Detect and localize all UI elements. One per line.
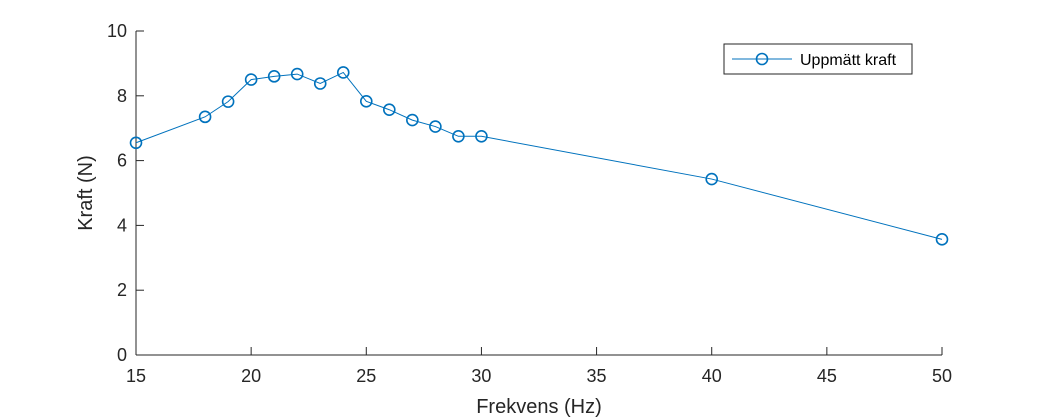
data-point — [475, 130, 488, 143]
data-point — [221, 95, 235, 108]
series-line — [135, 71, 943, 240]
x-tick-label: 40 — [702, 366, 722, 386]
y-tick-label: 8 — [117, 86, 127, 106]
data-point — [935, 233, 949, 246]
y-tick-label: 2 — [117, 280, 127, 300]
data-point — [429, 120, 442, 133]
data-point — [705, 172, 719, 186]
x-tick-label: 15 — [126, 366, 146, 386]
x-tick-label: 25 — [356, 366, 376, 386]
data-point — [290, 67, 304, 81]
data-point — [406, 113, 419, 127]
y-tick-label: 6 — [117, 151, 127, 171]
legend-marker — [755, 52, 769, 66]
data-point — [129, 136, 143, 150]
data-point — [313, 77, 327, 90]
data-point — [198, 110, 212, 124]
legend: Uppmätt kraft — [723, 43, 913, 75]
data-point — [383, 103, 396, 117]
y-tick-label: 0 — [117, 345, 127, 365]
data-point — [267, 70, 281, 83]
x-axis-label: Frekvens (Hz) — [476, 396, 602, 417]
data-point — [452, 130, 465, 143]
x-tick-label: 35 — [587, 366, 607, 386]
data-point — [244, 73, 258, 86]
y-tick-label: 10 — [107, 21, 127, 41]
x-tick-label: 20 — [241, 366, 261, 386]
series-layer — [129, 66, 949, 246]
data-point — [336, 66, 350, 79]
data-point — [359, 95, 373, 108]
axes: 15 20 25 30 35 40 45 50 0 2 4 6 8 10 — [107, 21, 952, 386]
x-tick-label: 45 — [817, 366, 837, 386]
x-tick-label: 30 — [471, 366, 491, 386]
x-tick-label: 50 — [932, 366, 952, 386]
y-axis-label: Kraft (N) — [75, 155, 97, 231]
legend-label: Uppmätt kraft — [800, 52, 897, 69]
y-tick-label: 4 — [117, 215, 127, 235]
